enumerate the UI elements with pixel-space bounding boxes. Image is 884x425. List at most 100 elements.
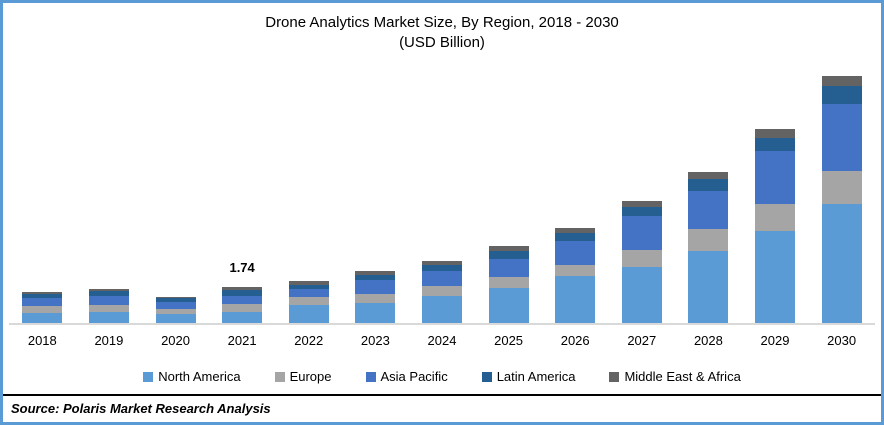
footer-divider xyxy=(3,394,881,396)
segment-north-america xyxy=(488,288,529,323)
segment-middle-east-africa xyxy=(821,75,862,86)
x-axis-label-2018: 2018 xyxy=(27,333,57,348)
segment-asia-pacific xyxy=(355,280,396,295)
segment-middle-east-africa xyxy=(488,245,529,251)
stacked-bar-2023 xyxy=(355,271,396,323)
segment-europe xyxy=(222,304,263,312)
x-axis-label-2026: 2026 xyxy=(560,333,590,348)
segment-middle-east-africa xyxy=(421,260,462,265)
segment-north-america xyxy=(821,204,862,323)
bar-2028 xyxy=(675,65,742,323)
stacked-bar-2018 xyxy=(22,291,63,323)
bar-2021: 1.74 xyxy=(209,65,276,323)
segment-latin-america xyxy=(821,85,862,104)
segment-asia-pacific xyxy=(288,288,329,298)
segment-north-america xyxy=(22,313,63,323)
legend: North America Europe Asia Pacific Latin Ame… xyxy=(3,369,881,384)
x-axis-label-2021: 2021 xyxy=(227,333,257,348)
legend-swatch-asia-pacific xyxy=(365,371,376,382)
segment-north-america xyxy=(222,312,263,323)
segment-north-america xyxy=(555,276,596,323)
segment-asia-pacific xyxy=(821,103,862,171)
bar-2019 xyxy=(76,65,143,323)
segment-latin-america xyxy=(155,298,196,302)
stacked-bar-2029 xyxy=(755,128,795,323)
segment-middle-east-africa xyxy=(755,128,795,139)
segment-latin-america xyxy=(22,294,63,299)
segment-north-america xyxy=(688,251,729,323)
legend-swatch-north-america xyxy=(143,371,154,382)
segment-europe xyxy=(755,204,795,231)
stacked-bar-2024 xyxy=(421,260,462,323)
legend-item-latin-america: Latin America xyxy=(481,369,576,384)
segment-latin-america xyxy=(621,206,662,217)
segment-asia-pacific xyxy=(222,296,263,305)
segment-asia-pacific xyxy=(155,301,196,309)
segment-north-america xyxy=(88,312,129,323)
legend-item-middle-east-africa: Middle East & Africa xyxy=(609,369,741,384)
segment-middle-east-africa xyxy=(88,288,129,291)
x-axis-label-2028: 2028 xyxy=(693,333,723,348)
segment-europe xyxy=(688,229,729,251)
chart-title-block: Drone Analytics Market Size, By Region, … xyxy=(3,13,881,54)
segment-asia-pacific xyxy=(88,295,129,305)
segment-europe xyxy=(355,294,396,303)
segment-asia-pacific xyxy=(22,298,63,307)
segment-europe xyxy=(821,170,862,204)
chart-subtitle: (USD Billion) xyxy=(399,34,485,52)
segment-latin-america xyxy=(355,275,396,281)
x-axis: 2018 2019 2020 2021 2022 2023 2024 2025 2026 2027… xyxy=(9,333,875,348)
segment-middle-east-africa xyxy=(155,296,196,299)
segment-europe xyxy=(421,286,462,296)
stacked-bar-2027 xyxy=(621,200,662,323)
legend-item-north-america: North America xyxy=(143,369,241,384)
segment-middle-east-africa xyxy=(288,281,329,285)
legend-label-middle-east-africa: Middle East & Africa xyxy=(624,369,741,384)
legend-label-latin-america: Latin America xyxy=(496,369,576,384)
segment-north-america xyxy=(155,313,196,323)
bar-2026 xyxy=(542,65,609,323)
data-label-2021: 1.74 xyxy=(229,260,255,275)
segment-north-america xyxy=(621,266,662,323)
x-axis-label-2023: 2023 xyxy=(360,333,390,348)
bar-2025 xyxy=(475,65,542,323)
segment-europe xyxy=(488,277,529,288)
segment-europe xyxy=(555,264,596,276)
segment-europe xyxy=(155,308,196,314)
bar-2022 xyxy=(275,65,342,323)
segment-europe xyxy=(88,305,129,312)
x-axis-label-2027: 2027 xyxy=(627,333,657,348)
segment-latin-america xyxy=(288,284,329,289)
x-axis-label-2030: 2030 xyxy=(827,333,857,348)
legend-swatch-europe xyxy=(274,371,285,382)
segment-asia-pacific xyxy=(555,240,596,265)
bar-2024 xyxy=(409,65,476,323)
segment-middle-east-africa xyxy=(222,286,263,291)
x-axis-label-2024: 2024 xyxy=(427,333,457,348)
segment-asia-pacific xyxy=(755,151,795,205)
segment-europe xyxy=(22,306,63,314)
legend-item-asia-pacific: Asia Pacific xyxy=(365,369,448,384)
segment-latin-america xyxy=(555,232,596,241)
segment-north-america xyxy=(288,305,329,323)
segment-latin-america xyxy=(88,290,129,296)
stacked-bar-2026 xyxy=(555,227,596,323)
segment-europe xyxy=(288,297,329,306)
segment-middle-east-africa xyxy=(621,200,662,207)
legend-swatch-middle-east-africa xyxy=(609,371,620,382)
legend-label-europe: Europe xyxy=(289,369,332,384)
chart-title: Drone Analytics Market Size, By Region, … xyxy=(265,14,619,31)
source-text: Source: Polaris Market Research Analysis xyxy=(11,401,271,416)
bar-2029 xyxy=(742,65,809,323)
segment-asia-pacific xyxy=(621,216,662,250)
segment-asia-pacific xyxy=(421,270,462,286)
bar-2020 xyxy=(142,65,209,323)
stacked-bar-2028 xyxy=(688,172,729,323)
segment-north-america xyxy=(421,295,462,323)
plot-area: 1.74 xyxy=(9,65,875,325)
stacked-bar-2021 xyxy=(222,286,263,323)
stacked-bar-2020 xyxy=(155,296,196,323)
legend-item-europe: Europe xyxy=(274,369,332,384)
stacked-bar-2025 xyxy=(488,245,529,323)
